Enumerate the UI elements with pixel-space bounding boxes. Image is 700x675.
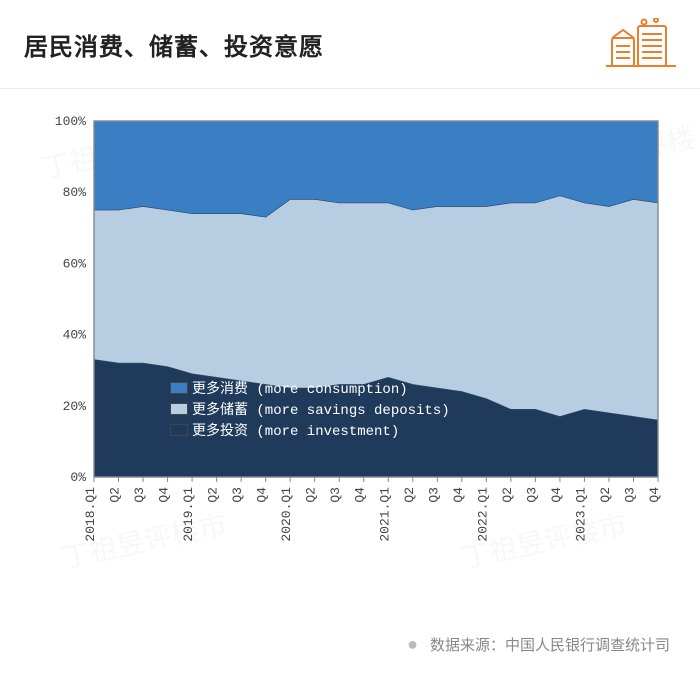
buildings-icon — [606, 18, 676, 70]
svg-text:Q4: Q4 — [451, 487, 466, 503]
svg-text:80%: 80% — [63, 185, 87, 200]
svg-text:Q3: Q3 — [328, 487, 343, 503]
svg-text:Q2: Q2 — [402, 487, 417, 503]
svg-text:Q4: Q4 — [157, 487, 172, 503]
svg-text:2018.Q1: 2018.Q1 — [83, 487, 98, 542]
svg-text:Q3: Q3 — [622, 487, 637, 503]
page-title: 居民消费、储蓄、投资意愿 — [24, 27, 324, 62]
svg-text:Q3: Q3 — [524, 487, 539, 503]
svg-text:Q4: Q4 — [647, 487, 662, 503]
svg-text:Q2: Q2 — [206, 487, 221, 503]
svg-text:20%: 20% — [63, 399, 87, 414]
chart-svg: 0% 20% 40% 60% 80% 100% 2018.Q1 Q2 Q3 Q4 2019.Q1 Q2… — [30, 107, 670, 587]
svg-text:Q3: Q3 — [426, 487, 441, 503]
svg-text:100%: 100% — [55, 114, 86, 129]
svg-text:2023.Q1: 2023.Q1 — [573, 487, 588, 542]
svg-text:Q2: Q2 — [108, 487, 123, 503]
svg-text:2021.Q1: 2021.Q1 — [377, 487, 392, 542]
svg-text:Q3: Q3 — [132, 487, 147, 503]
svg-text:0%: 0% — [70, 470, 86, 485]
svg-text:2022.Q1: 2022.Q1 — [475, 487, 490, 542]
source-footer: ● 数据来源：中国人民银行调查统计司 — [407, 634, 670, 655]
svg-text:60%: 60% — [63, 256, 87, 271]
svg-text:2020.Q1: 2020.Q1 — [279, 487, 294, 542]
bullet-icon: ● — [407, 634, 418, 655]
svg-text:Q2: Q2 — [598, 487, 613, 503]
svg-text:2019.Q1: 2019.Q1 — [181, 487, 196, 542]
source-label: 数据来源：中国人民银行调查统计司 — [430, 634, 670, 655]
svg-text:Q2: Q2 — [304, 487, 319, 503]
svg-text:Q2: Q2 — [500, 487, 515, 503]
svg-text:Q4: Q4 — [549, 487, 564, 503]
svg-text:Q4: Q4 — [353, 487, 368, 503]
header: 居民消费、储蓄、投资意愿 — [0, 0, 700, 89]
svg-text:Q3: Q3 — [230, 487, 245, 503]
stacked-area-chart: 0% 20% 40% 60% 80% 100% 2018.Q1 Q2 Q3 Q4 2019.Q1 Q2… — [30, 107, 670, 587]
svg-text:40%: 40% — [63, 328, 87, 343]
svg-text:Q4: Q4 — [255, 487, 270, 503]
